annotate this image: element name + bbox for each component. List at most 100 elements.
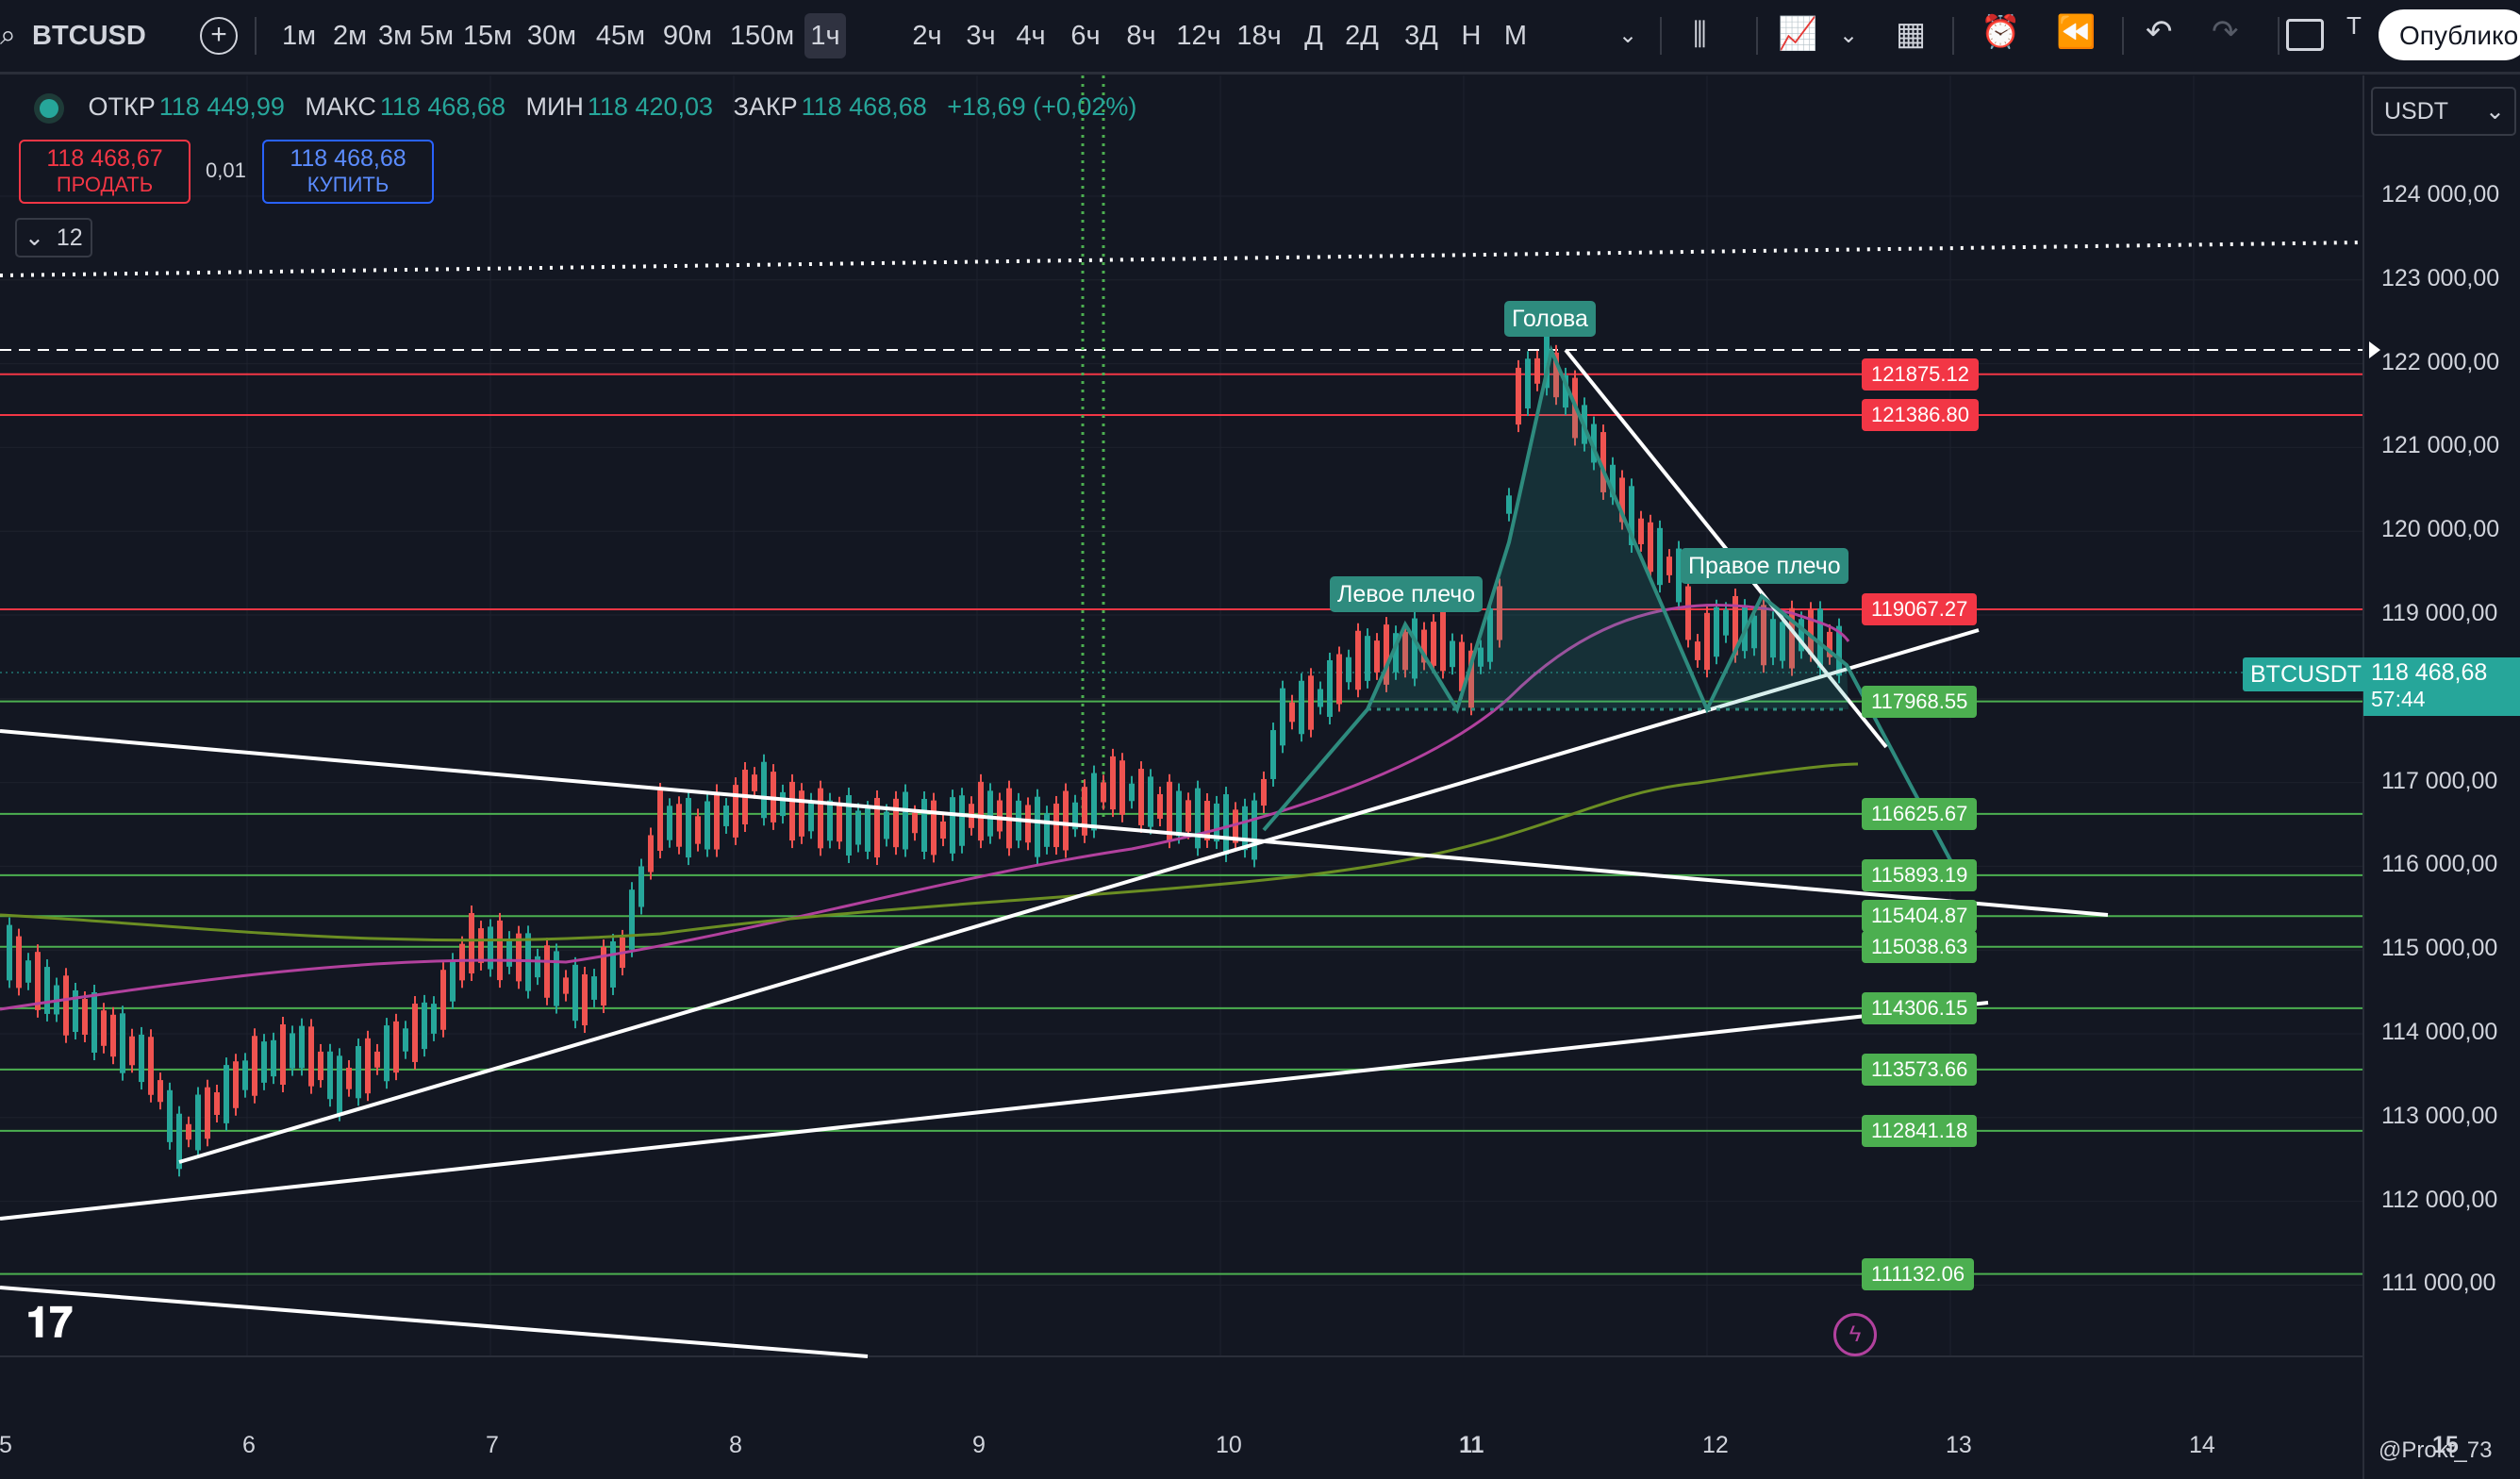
support-level-label[interactable]: 112841.18 xyxy=(1862,1114,1978,1147)
candle-body xyxy=(1676,548,1682,603)
candle-body xyxy=(1478,647,1484,667)
candle-body xyxy=(1685,586,1691,640)
interval-11[interactable]: 3ч xyxy=(966,21,996,51)
resistance-level-label[interactable]: 121875.12 xyxy=(1862,357,1979,391)
support-level-label[interactable]: 116625.67 xyxy=(1862,797,1978,830)
support-level-label[interactable]: 115038.63 xyxy=(1862,930,1978,963)
candle-body xyxy=(1648,522,1653,573)
candle-body xyxy=(846,795,852,856)
candle-body xyxy=(912,812,918,834)
symbol-name[interactable]: BTCUSD xyxy=(32,21,146,51)
candle-body xyxy=(506,939,512,967)
series-visibility-icon[interactable] xyxy=(40,98,58,118)
candle-body xyxy=(676,804,682,847)
chart-area[interactable] xyxy=(0,75,2520,1479)
interval-14[interactable]: 8ч xyxy=(1126,21,1156,51)
candle-body xyxy=(818,788,823,849)
interval-2[interactable]: 3м xyxy=(377,21,413,51)
candle-body xyxy=(1119,760,1125,815)
support-level-label[interactable]: 115893.19 xyxy=(1862,858,1978,891)
candle-body xyxy=(290,1033,295,1069)
publish-button[interactable]: Опублико xyxy=(2379,9,2520,60)
interval-7[interactable]: 90м xyxy=(662,21,713,51)
candle-body xyxy=(978,781,984,841)
watermark: @Prokt_73 xyxy=(2379,1437,2493,1463)
candle-body xyxy=(1638,518,1644,544)
candle-body xyxy=(1440,611,1446,672)
candle-body xyxy=(1827,631,1832,657)
date-tick-label: 9 xyxy=(972,1432,986,1458)
search-icon[interactable]: ⌕ xyxy=(0,20,16,51)
interval-6[interactable]: 45м xyxy=(595,21,646,51)
candles-icon[interactable]: ⫼ xyxy=(1693,17,1707,51)
interval-17[interactable]: Д xyxy=(1304,21,1323,51)
lightning-icon[interactable]: ϟ xyxy=(1833,1313,1877,1356)
candle-body xyxy=(1563,374,1568,408)
candle-body xyxy=(1035,796,1040,857)
resistance-level-label[interactable]: 119067.27 xyxy=(1862,593,1978,626)
price-marker-arrow xyxy=(2369,341,2380,358)
left-shoulder-label[interactable]: Левое плечо xyxy=(1330,576,1484,612)
tradingview-logo[interactable]: 𝟏𝟕 xyxy=(26,1300,73,1346)
interval-20[interactable]: Н xyxy=(1461,21,1482,51)
support-level-label[interactable]: 115404.87 xyxy=(1862,900,1978,933)
toolbar-separator xyxy=(1660,17,1662,55)
candle-body xyxy=(205,1087,210,1139)
candle-body xyxy=(582,973,588,1026)
candle-body xyxy=(101,1010,107,1046)
interval-13[interactable]: 6ч xyxy=(1070,21,1101,51)
interval-0[interactable]: 1м xyxy=(281,21,317,51)
currency-select[interactable]: USDT ⌄ xyxy=(2371,87,2516,136)
support-level-label[interactable]: 117968.55 xyxy=(1862,685,1978,718)
indicators-toggle[interactable]: ⌄ 12 xyxy=(15,218,92,258)
candle-body xyxy=(1223,794,1229,855)
layout-grid-icon[interactable]: ▦ xyxy=(1896,16,1927,52)
candle-body xyxy=(921,798,927,853)
candle-body xyxy=(1836,625,1842,676)
interval-8[interactable]: 150м xyxy=(729,21,795,51)
interval-21[interactable]: М xyxy=(1503,21,1528,51)
right-shoulder-label[interactable]: Правое плечо xyxy=(1681,548,1849,584)
candle-body xyxy=(1459,641,1465,691)
interval-18[interactable]: 2Д xyxy=(1345,21,1379,51)
interval-9[interactable]: 1ч xyxy=(804,13,846,58)
sell-button[interactable]: 118 468,67 ПРОДАТЬ xyxy=(19,140,191,204)
replay-icon[interactable]: ⏪ xyxy=(2056,14,2097,50)
chevron-down-icon[interactable]: ⌄ xyxy=(1618,23,1638,48)
add-symbol-icon[interactable]: + xyxy=(200,17,238,55)
buy-button[interactable]: 118 468,68 КУПИТЬ xyxy=(262,140,434,204)
chevron-down-icon[interactable]: ⌄ xyxy=(1839,23,1859,48)
interval-10[interactable]: 2ч xyxy=(912,21,942,51)
interval-1[interactable]: 2м xyxy=(332,21,368,51)
head-label[interactable]: Голова xyxy=(1504,301,1596,337)
candle-body xyxy=(1195,788,1201,849)
support-level-label[interactable]: 114306.15 xyxy=(1862,991,1978,1024)
candle-body xyxy=(393,1021,399,1073)
interval-16[interactable]: 18ч xyxy=(1236,21,1282,51)
price-tick-label: 119 000,00 xyxy=(2381,600,2498,626)
support-level-label[interactable]: 111132.06 xyxy=(1862,1257,1975,1290)
candle-body xyxy=(1384,624,1389,685)
resistance-level-label[interactable]: 121386.80 xyxy=(1862,399,1979,432)
alert-clock-icon[interactable]: ⏰ xyxy=(1981,14,2021,50)
redo-icon[interactable]: ↷ xyxy=(2212,14,2239,50)
candle-body xyxy=(1053,803,1059,848)
fullscreen-icon[interactable] xyxy=(2286,19,2324,51)
candle-body xyxy=(1761,605,1766,666)
candle-body xyxy=(572,964,578,1022)
candle-body xyxy=(1242,806,1248,851)
undo-icon[interactable]: ↶ xyxy=(2146,14,2173,50)
interval-5[interactable]: 30м xyxy=(526,21,577,51)
candles xyxy=(7,321,1842,1177)
interval-19[interactable]: 3Д xyxy=(1404,21,1438,51)
trendline-ascending-long xyxy=(0,1001,1989,1221)
candle-body xyxy=(148,1037,154,1095)
candle-body xyxy=(1346,656,1351,683)
indicators-icon[interactable]: 📈 xyxy=(1778,16,1818,52)
interval-4[interactable]: 15м xyxy=(462,21,513,51)
interval-12[interactable]: 4ч xyxy=(1016,21,1046,51)
interval-15[interactable]: 12ч xyxy=(1176,21,1221,51)
support-level-label[interactable]: 113573.66 xyxy=(1862,1053,1978,1086)
interval-3[interactable]: 5м xyxy=(419,21,455,51)
